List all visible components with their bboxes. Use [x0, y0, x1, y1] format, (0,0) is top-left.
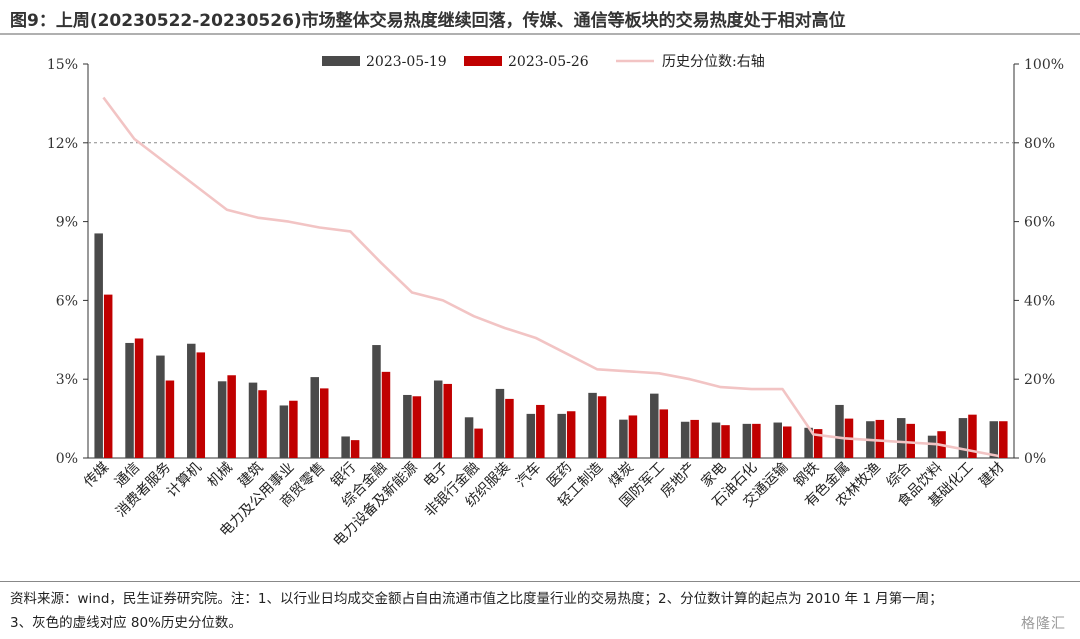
bar-2023-05-19-通信	[125, 342, 134, 458]
bar-2023-05-26-通信	[134, 338, 144, 458]
bar-2023-05-19-交通运输	[773, 422, 782, 458]
category-label: 计算机	[164, 460, 205, 501]
left-tick-label: 9%	[56, 215, 78, 231]
bar-2023-05-19-电力及公用事业	[279, 405, 289, 458]
bar-2023-05-19-综合	[896, 418, 906, 458]
category-label: 机械	[205, 460, 236, 491]
bar-2023-05-19-计算机	[187, 343, 196, 458]
bar-2023-05-26-轻工制造	[597, 396, 607, 458]
right-tick-label: 20%	[1024, 372, 1055, 388]
chart-title: 图9：上周(20230522-20230526)市场整体交易热度继续回落，传媒、…	[10, 11, 846, 31]
category-label: 传媒	[81, 460, 112, 491]
bar-2023-05-26-电子	[443, 383, 452, 458]
bar-2023-05-19-传媒	[94, 233, 103, 458]
left-tick-label: 15%	[47, 57, 78, 73]
bar-2023-05-26-交通运输	[783, 426, 792, 458]
left-tick-label: 6%	[56, 293, 78, 309]
bar-2023-05-26-商贸零售	[320, 388, 329, 458]
bar-2023-05-26-石油石化	[752, 423, 761, 458]
bar-2023-05-26-房地产	[690, 419, 699, 458]
bar-2023-05-26-传媒	[103, 294, 113, 458]
bar-2023-05-19-电子	[433, 380, 443, 458]
footnote-line-1: 资料来源：wind，民生证券研究院。注：1、以行业日均成交金额占自由流通市值之比…	[10, 591, 943, 607]
bar-2023-05-26-医药	[566, 411, 576, 458]
bar-2023-05-19-煤炭	[619, 419, 628, 458]
bar-2023-05-19-有色金属	[835, 404, 844, 458]
bar-2023-05-19-电力设备及新能源	[403, 394, 412, 458]
bar-2023-05-26-钢铁	[813, 429, 823, 458]
watermark: 格隆汇	[1021, 616, 1066, 632]
footnote-line-2: 3、灰色的虚线对应 80%历史分位数。	[10, 615, 242, 631]
bar-2023-05-19-房地产	[680, 421, 690, 458]
right-tick-label: 100%	[1024, 57, 1064, 73]
bar-2023-05-26-煤炭	[628, 415, 638, 458]
category-label: 房地产	[658, 460, 699, 501]
legend-label: 2023-05-19	[366, 54, 447, 70]
right-tick-label: 80%	[1024, 136, 1055, 152]
bar-2023-05-26-建筑	[258, 390, 267, 458]
bar-2023-05-19-综合金融	[372, 345, 381, 458]
right-tick-label: 60%	[1024, 215, 1055, 231]
legend-label: 历史分位数:右轴	[662, 54, 765, 70]
bar-2023-05-19-基础化工	[958, 418, 968, 458]
bar-2023-05-19-钢铁	[804, 427, 813, 458]
bar-2023-05-19-家电	[711, 422, 721, 458]
bar-2023-05-19-轻工制造	[588, 392, 597, 458]
percentile-line	[102, 96, 999, 458]
right-tick-label: 0%	[1024, 451, 1046, 467]
bar-2023-05-26-电力及公用事业	[289, 400, 298, 458]
bar-2023-05-19-纺织服装	[495, 388, 505, 458]
left-tick-label: 12%	[47, 136, 78, 152]
bar-2023-05-19-非银行金融	[464, 417, 474, 458]
bar-2023-05-26-家电	[721, 425, 730, 458]
legend-swatch-2023-05-26	[464, 56, 502, 66]
bar-2023-05-19-建筑	[248, 382, 258, 458]
bar-2023-05-26-综合	[906, 423, 915, 458]
bar-2023-05-26-非银行金融	[474, 428, 483, 458]
left-tick-label: 0%	[56, 451, 78, 467]
bar-2023-05-26-消费者服务	[165, 380, 175, 458]
bar-2023-05-19-建材	[989, 421, 999, 458]
bar-2023-05-26-银行	[350, 440, 360, 458]
chart: 0%3%6%9%12%15%0%20%40%60%80%100%传媒 通信消费者服…	[47, 54, 1064, 550]
bar-2023-05-26-计算机	[196, 352, 206, 458]
bar-2023-05-26-机械	[227, 375, 236, 458]
legend-swatch-2023-05-19	[322, 56, 360, 66]
bar-2023-05-26-建材	[999, 421, 1008, 458]
right-tick-label: 40%	[1024, 293, 1055, 309]
category-label: 汽车	[513, 459, 545, 491]
bar-2023-05-19-石油石化	[742, 423, 752, 458]
bar-2023-05-19-食品饮料	[927, 435, 937, 458]
bar-2023-05-19-商贸零售	[310, 377, 319, 458]
bar-2023-05-26-基础化工	[968, 414, 977, 458]
bar-2023-05-19-汽车	[526, 413, 536, 458]
bar-2023-05-26-汽车	[536, 404, 545, 458]
bar-2023-05-26-纺织服装	[505, 398, 514, 458]
bar-2023-05-19-医药	[557, 413, 566, 458]
bar-2023-05-26-农林牧渔	[875, 419, 885, 458]
legend-label: 2023-05-26	[508, 54, 589, 70]
bar-2023-05-19-消费者服务	[156, 355, 165, 458]
bar-2023-05-26-国防军工	[659, 409, 669, 458]
bar-2023-05-26-综合金融	[381, 371, 391, 458]
left-tick-label: 3%	[56, 372, 78, 388]
footer-divider	[0, 581, 1080, 582]
bar-2023-05-19-机械	[217, 381, 227, 458]
category-label: 建材	[976, 460, 1007, 491]
bar-2023-05-19-国防军工	[650, 393, 659, 458]
bar-2023-05-19-银行	[341, 436, 350, 458]
title-divider	[0, 33, 1080, 35]
bar-2023-05-26-电力设备及新能源	[412, 396, 422, 458]
